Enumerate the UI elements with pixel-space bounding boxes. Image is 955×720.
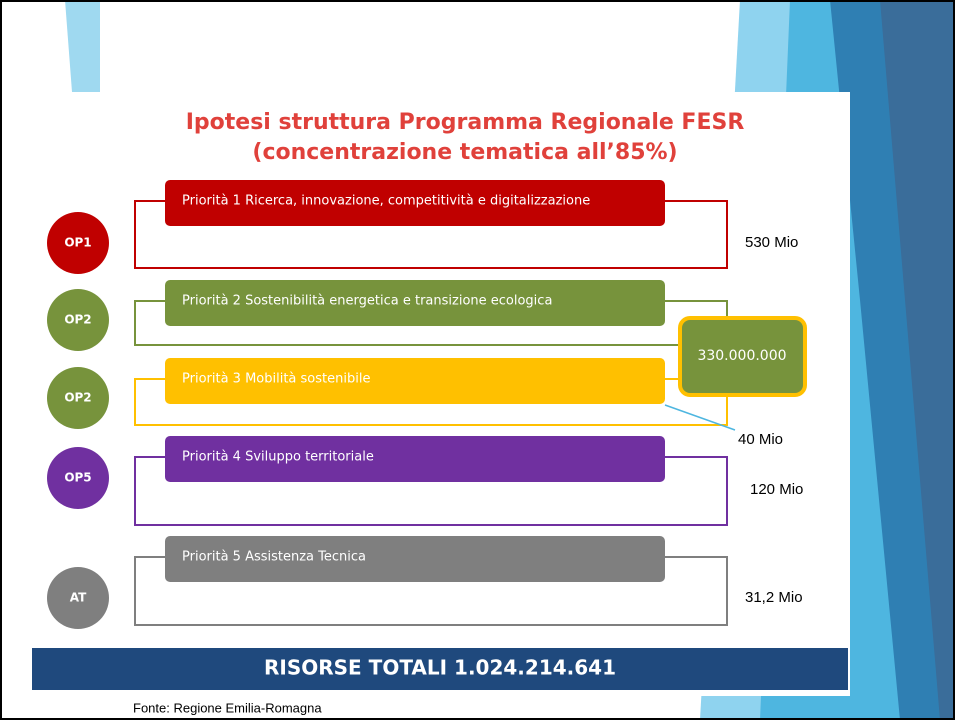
op-circle — [47, 289, 109, 351]
source: Fonte: Regione Emilia-Romagna — [133, 700, 322, 715]
op-circle — [47, 367, 109, 429]
priority-label: Priorità 4 Sviluppo territoriale — [182, 450, 374, 465]
amount: 530 Mio — [745, 234, 798, 251]
priority-bar — [165, 436, 665, 482]
title: Ipotesi struttura Programma Regionale FE… — [186, 110, 745, 135]
priority-bar — [165, 358, 665, 404]
connector — [664, 404, 736, 431]
op-label: OP5 — [64, 471, 91, 485]
decor — [880, 0, 955, 720]
op-label: AT — [70, 591, 87, 605]
op-label: OP1 — [64, 236, 91, 250]
title: (concentrazione tematica all’85%) — [252, 140, 677, 165]
op-label: OP2 — [64, 313, 91, 327]
callout-box — [678, 316, 807, 397]
op-circle — [47, 567, 109, 629]
total-banner — [32, 648, 848, 690]
priority-label: Priorità 2 Sostenibilità energetica e tr… — [182, 294, 552, 309]
priority-bar — [165, 536, 665, 582]
op-circle — [47, 447, 109, 509]
amount: 31,2 Mio — [745, 589, 803, 606]
total-text: RISORSE TOTALI 1.024.214.641 — [264, 656, 616, 680]
decor — [65, 0, 100, 92]
amount: 120 Mio — [750, 481, 803, 498]
op-circle — [47, 212, 109, 274]
priority-label: Priorità 3 Mobilità sostenibile — [182, 372, 370, 387]
priority-bar — [165, 180, 665, 226]
op-label: OP2 — [64, 391, 91, 405]
priority-label: Priorità 1 Ricerca, innovazione, competi… — [182, 194, 590, 209]
amount: 40 Mio — [738, 431, 783, 448]
callout-text: 330.000.000 — [697, 348, 786, 364]
priority-bar — [165, 280, 665, 326]
priority-label: Priorità 5 Assistenza Tecnica — [182, 550, 366, 565]
